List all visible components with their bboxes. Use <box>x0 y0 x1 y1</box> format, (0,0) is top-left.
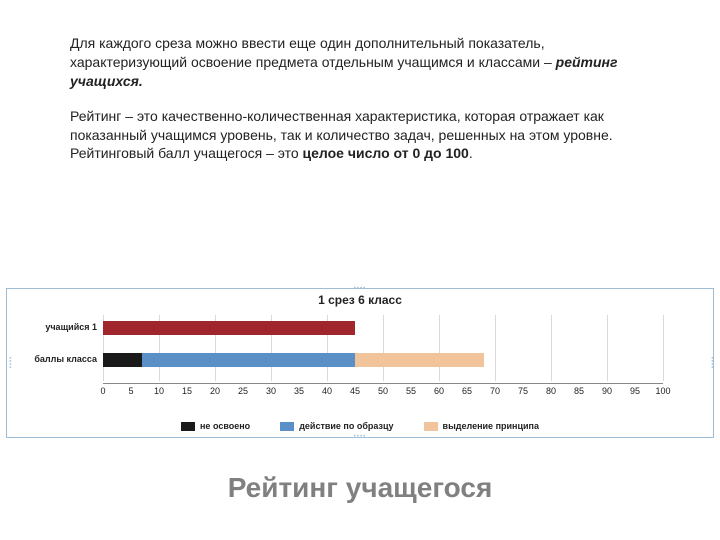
paragraph-2: Рейтинг – это качественно-количественная… <box>70 107 650 164</box>
axis-tick: 90 <box>602 386 612 396</box>
frame-handle-icon: •••• <box>354 286 366 292</box>
bar-segment <box>103 353 142 367</box>
legend-item: выделение принципа <box>424 421 539 431</box>
frame-handle-icon: •••• <box>354 434 366 440</box>
axis-tick: 5 <box>128 386 133 396</box>
axis-tick: 100 <box>655 386 670 396</box>
axis-tick: 55 <box>406 386 416 396</box>
bar-label: учащийся 1 <box>17 322 97 332</box>
axis-tick: 30 <box>266 386 276 396</box>
legend-item: не освоено <box>181 421 250 431</box>
bar-segment <box>142 353 355 367</box>
slide: Для каждого среза можно ввести еще один … <box>0 0 720 540</box>
axis-tick: 75 <box>518 386 528 396</box>
bar-row <box>103 353 663 367</box>
axis-tick: 95 <box>630 386 640 396</box>
big-heading: Рейтинг учащегося <box>0 472 720 504</box>
chart-frame: •••• •••• •••• •••• 1 срез 6 класс учащи… <box>6 288 714 438</box>
para2-bold: целое число от 0 до 100 <box>303 145 469 161</box>
para1-text: Для каждого среза можно ввести еще один … <box>70 35 556 70</box>
axis-tick: 35 <box>294 386 304 396</box>
axis-tick: 60 <box>434 386 444 396</box>
axis-tick: 40 <box>322 386 332 396</box>
legend-swatch-icon <box>181 422 195 431</box>
axis-tick: 0 <box>100 386 105 396</box>
axis-tick: 70 <box>490 386 500 396</box>
legend-label: не освоено <box>200 421 250 431</box>
bar-label: баллы класса <box>17 354 97 364</box>
para2-post: . <box>469 145 473 161</box>
legend-item: действие по образцу <box>280 421 393 431</box>
frame-handle-icon: •••• <box>708 357 714 369</box>
paragraph-1: Для каждого среза можно ввести еще один … <box>70 34 650 91</box>
legend-swatch-icon <box>280 422 294 431</box>
bar-row <box>103 321 663 335</box>
chart-x-axis: 0510152025303540455055606570758085909510… <box>103 383 663 398</box>
chart-legend: не освоено действие по образцу выделение п… <box>7 421 713 431</box>
axis-tick: 85 <box>574 386 584 396</box>
bar-segment <box>355 353 484 367</box>
axis-tick: 20 <box>210 386 220 396</box>
legend-label: действие по образцу <box>299 421 393 431</box>
legend-label: выделение принципа <box>443 421 539 431</box>
axis-tick: 25 <box>238 386 248 396</box>
grid-line <box>663 315 664 381</box>
axis-tick: 65 <box>462 386 472 396</box>
axis-tick: 10 <box>154 386 164 396</box>
legend-swatch-icon <box>424 422 438 431</box>
bar-segment <box>103 321 355 335</box>
frame-handle-icon: •••• <box>6 357 12 369</box>
chart-plot: учащийся 1баллы класса <box>103 315 663 381</box>
axis-tick: 45 <box>350 386 360 396</box>
axis-tick: 50 <box>378 386 388 396</box>
axis-tick: 80 <box>546 386 556 396</box>
axis-tick: 15 <box>182 386 192 396</box>
